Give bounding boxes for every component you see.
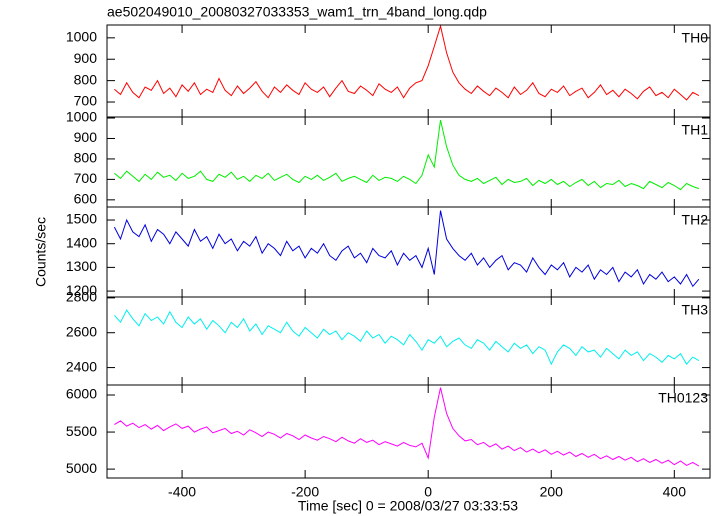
y-tick-label: 700 [74,170,98,186]
x-tick-label: 200 [540,484,564,500]
panel-frame [106,24,711,118]
data-line [114,24,700,101]
y-axis-label: Counts/sec [33,217,49,287]
x-axis-label: Time [sec] 0 = 2008/03/27 03:33:53 [298,498,518,514]
x-tick-label: -400 [168,484,196,500]
data-line [114,119,700,191]
y-tick-label: 2600 [66,323,97,339]
y-tick-label: 5000 [66,460,97,476]
panel-label: TH0 [682,30,709,46]
y-tick-label: 1000 [66,29,97,45]
y-tick-label: 800 [74,71,98,87]
panel-frame [106,206,711,298]
panel-frame [106,384,711,479]
x-tick-label: 400 [663,484,687,500]
x-tick-label: -200 [291,484,319,500]
chart-title: ae502049010_20080327033353_wam1_trn_4ban… [107,4,487,20]
data-line [114,387,700,467]
y-tick-label: 900 [74,50,98,66]
panel-label: TH2 [682,212,709,228]
y-tick-label: 2800 [66,289,97,305]
y-tick-label: 5500 [66,423,97,439]
panel-frame [106,116,711,208]
panel-frame [106,296,711,386]
y-tick-label: 1300 [66,258,97,274]
y-tick-label: 600 [74,191,98,207]
data-line [113,210,700,288]
panel-label: TH0123 [658,390,708,406]
y-tick-label: 1500 [66,211,97,227]
panel-label: TH3 [682,302,709,318]
y-tick-label: 6000 [66,386,97,402]
y-tick-label: 1000 [66,109,97,125]
y-tick-label: 1200 [66,282,97,298]
panel-label: TH1 [682,122,709,138]
y-tick-label: 1400 [66,234,97,250]
y-tick-label: 800 [74,150,98,166]
y-tick-label: 700 [74,93,98,109]
data-line [114,309,700,366]
y-tick-label: 2400 [66,358,97,374]
y-tick-label: 900 [74,129,98,145]
x-tick-label: 0 [424,484,432,500]
